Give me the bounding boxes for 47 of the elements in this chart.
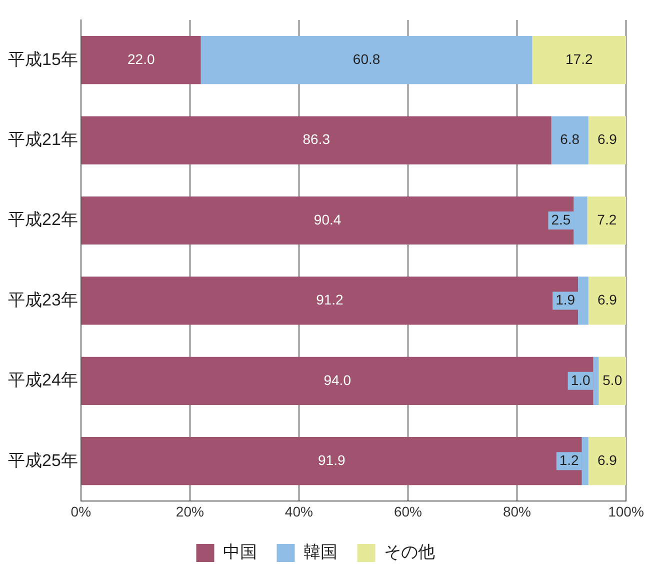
bar (81, 276, 578, 325)
data-label: 6.8 (560, 131, 580, 148)
bar (588, 437, 626, 486)
legend-label: その他 (384, 542, 435, 562)
bar (81, 36, 201, 84)
data-label: 1.9 (556, 292, 576, 308)
data-label: 1.0 (570, 372, 590, 388)
x-tick-label: 0% (70, 503, 92, 520)
data-label: 94.0 (324, 372, 352, 388)
legend-label: 中国 (222, 542, 257, 562)
bar (81, 116, 552, 164)
bar (598, 356, 626, 405)
data-label: 86.3 (302, 131, 330, 148)
bar (532, 36, 626, 84)
data-label: 6.9 (597, 452, 618, 468)
bar (588, 276, 626, 325)
bar (551, 116, 588, 164)
bar (200, 36, 532, 84)
legend-label: 韓国 (303, 542, 338, 562)
data-label: 91.9 (318, 452, 346, 468)
x-tick-label: 40% (284, 503, 313, 520)
data-label: 5.0 (602, 372, 622, 388)
x-tick-label: 60% (394, 503, 422, 520)
data-label: 6.9 (597, 292, 618, 308)
y-tick-label: 平成24年 (8, 370, 78, 390)
data-label: 2.5 (551, 211, 571, 228)
bar (81, 356, 594, 405)
y-tick-label: 平成21年 (8, 130, 78, 149)
bar (587, 196, 626, 245)
x-tick-label: 100% (608, 503, 644, 520)
data-label: 6.9 (597, 131, 618, 148)
data-label: 91.2 (316, 292, 344, 308)
data-label: 90.4 (314, 211, 342, 228)
data-label: 1.2 (559, 452, 580, 468)
x-tick-label: 20% (176, 503, 204, 520)
data-label: 7.2 (597, 211, 617, 228)
y-tick-label: 平成22年 (8, 210, 78, 230)
data-label: 17.2 (565, 50, 593, 67)
data-label: 60.8 (352, 50, 380, 67)
y-tick-label: 平成15年 (8, 50, 78, 69)
y-tick-label: 平成25年 (8, 450, 78, 470)
bar (81, 196, 574, 245)
bar (81, 437, 582, 486)
bar (588, 116, 626, 164)
data-label: 22.0 (127, 50, 155, 67)
x-tick-label: 80% (502, 503, 531, 520)
y-tick-label: 平成23年 (8, 290, 78, 310)
